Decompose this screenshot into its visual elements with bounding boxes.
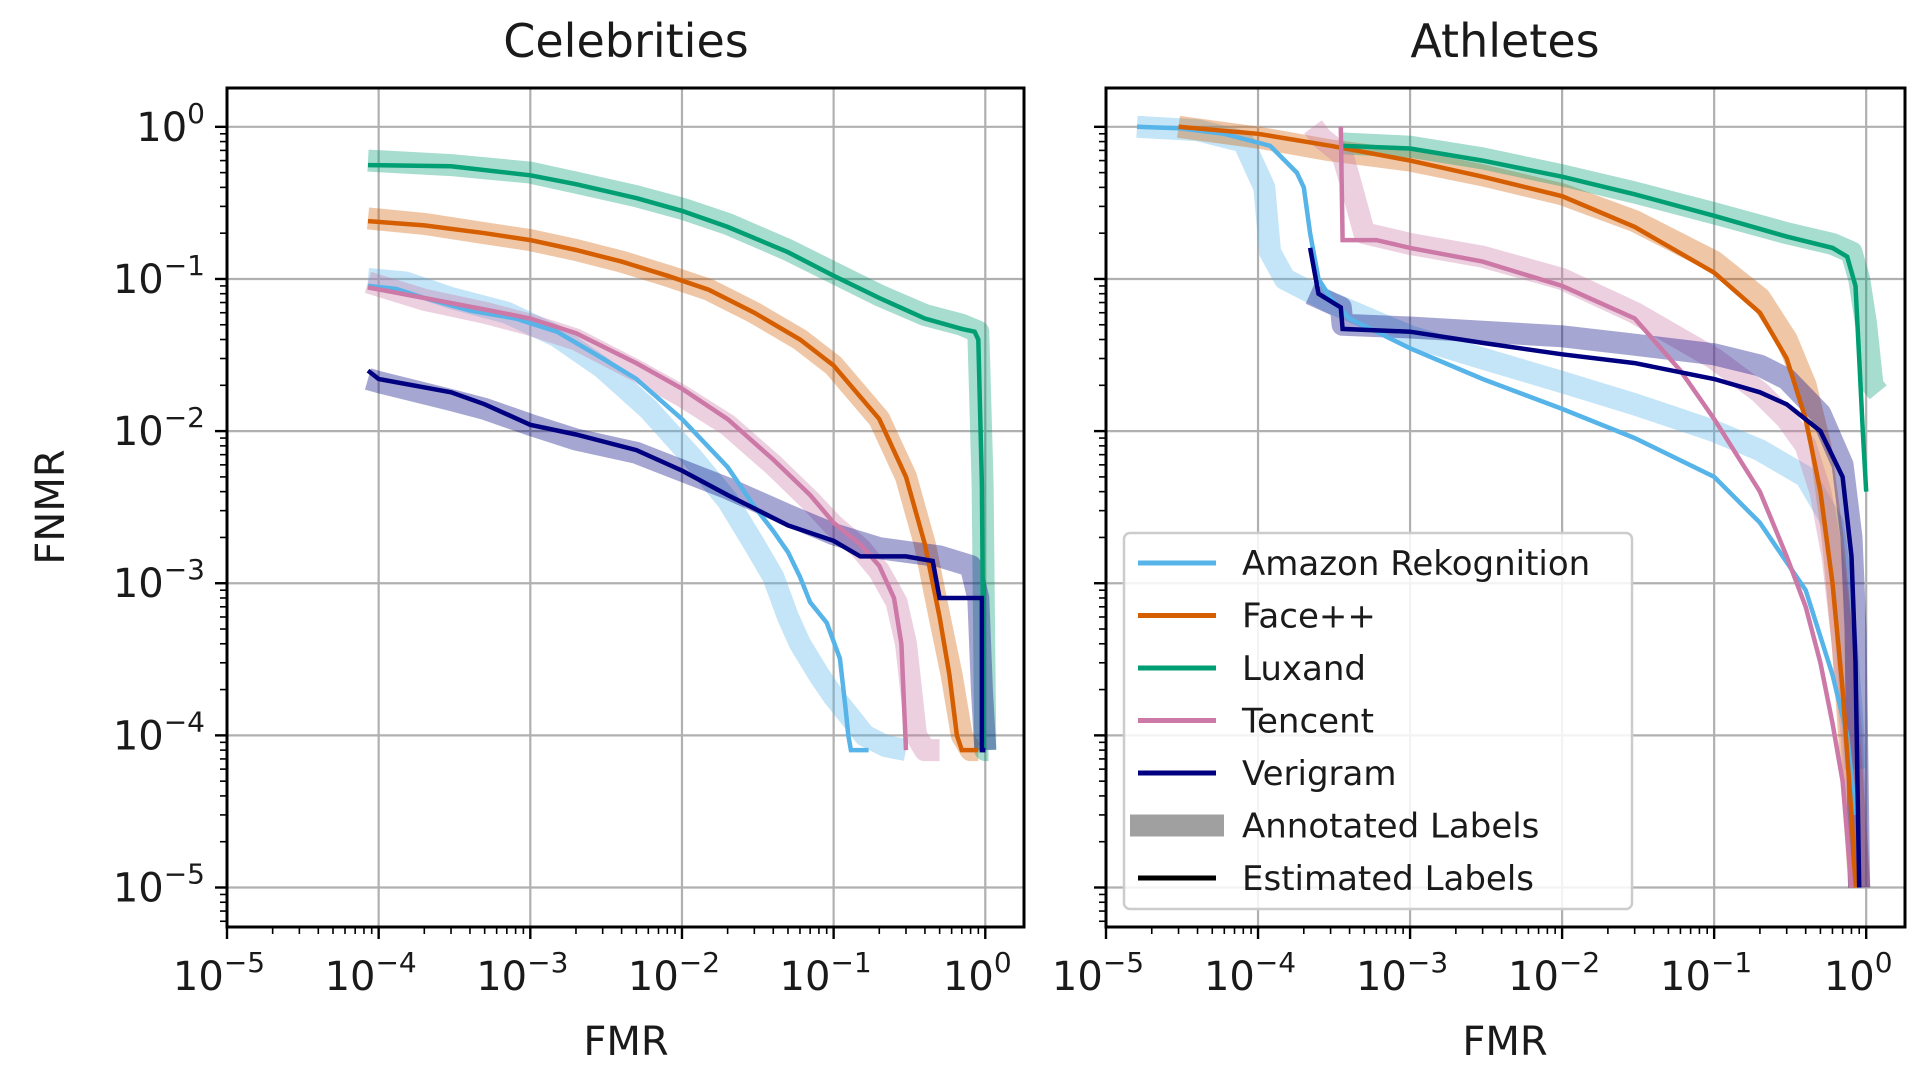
x-axis-label: FMR xyxy=(583,1019,668,1065)
axes-frame xyxy=(1104,86,1907,929)
legend-entry-annotated: Annotated Labels xyxy=(1130,807,1539,847)
estimated-lines xyxy=(366,162,987,753)
estimated-lines xyxy=(1136,124,1869,888)
x-tick-label: 10−3 xyxy=(1356,946,1448,1000)
x-tick-label: 10−5 xyxy=(1052,946,1144,1000)
axis-ticks xyxy=(215,125,987,939)
legend-frame xyxy=(1122,531,1634,911)
line-luxand xyxy=(1340,143,1869,492)
legend-label: Luxand xyxy=(1242,649,1366,689)
y-tick-labels: 10−5 10−4 10−3 10−2 10−1 100 xyxy=(113,97,205,912)
legend-label: Annotated Labels xyxy=(1242,807,1539,847)
x-tick-label: 100 xyxy=(1824,946,1893,1000)
line-verigram xyxy=(1307,247,1862,888)
legend-entry-amazon: Amazon Rekognition xyxy=(1138,544,1590,584)
x-tick-label: 10−2 xyxy=(628,946,720,1000)
x-tick-label: 10−1 xyxy=(780,946,872,1000)
x-tick-label: 10−1 xyxy=(1660,946,1752,1000)
line-luxand xyxy=(367,162,987,753)
grid xyxy=(227,88,1024,927)
x-tick-label: 10−2 xyxy=(1508,946,1600,1000)
x-tick-label: 100 xyxy=(943,946,1012,1000)
legend-entry-face: Face++ xyxy=(1138,597,1376,637)
axes-frame xyxy=(225,86,1026,929)
legend-label: Estimated Labels xyxy=(1242,859,1534,899)
x-tick-labels: 10−5 10−4 10−3 10−2 10−1 100 xyxy=(173,946,1012,1000)
line-face xyxy=(1178,124,1858,888)
x-tick-label: 10−4 xyxy=(1204,946,1296,1000)
axis-ticks xyxy=(1094,125,1868,939)
band-amazon xyxy=(1136,115,1867,770)
legend: Amazon Rekognition Face++ Luxand Tencent Ver… xyxy=(1122,531,1634,911)
panel-title: Athletes xyxy=(1410,14,1599,68)
line-tencent xyxy=(1338,126,1854,888)
panel-athletes: Athletes 10−5 10−4 10−3 10−2 10−1 100 FMR xyxy=(1052,14,1907,1065)
line-verigram xyxy=(366,368,986,753)
y-tick-label: 10−5 xyxy=(113,858,205,912)
legend-label: Amazon Rekognition xyxy=(1242,544,1590,584)
legend-entry-luxand: Luxand xyxy=(1138,649,1366,689)
y-tick-label: 10−3 xyxy=(113,553,205,607)
x-tick-label: 10−5 xyxy=(173,946,265,1000)
band-verigram xyxy=(364,368,997,751)
band-tencent xyxy=(1304,120,1871,889)
x-tick-labels: 10−5 10−4 10−3 10−2 10−1 100 xyxy=(1052,946,1893,1000)
panel-celebrities: Celebrities 10−5 10−4 10−3 10−2 10−1 100 10−5… xyxy=(28,14,1026,1065)
y-tick-label: 10−2 xyxy=(113,401,205,455)
x-tick-label: 10−4 xyxy=(325,946,417,1000)
y-axis-label: FNMR xyxy=(28,449,74,564)
legend-entry-estimated: Estimated Labels xyxy=(1138,859,1534,899)
y-tick-label: 100 xyxy=(136,97,205,151)
panel-title: Celebrities xyxy=(503,14,748,68)
legend-label: Tencent xyxy=(1241,702,1374,742)
legend-label: Face++ xyxy=(1242,597,1376,637)
legend-label: Verigram xyxy=(1242,754,1396,794)
line-amazon xyxy=(1136,124,1858,816)
legend-entry-verigram: Verigram xyxy=(1138,754,1396,794)
x-tick-label: 10−3 xyxy=(476,946,568,1000)
y-tick-label: 10−1 xyxy=(113,249,205,303)
x-axis-label: FMR xyxy=(1462,1019,1547,1065)
line-face xyxy=(367,218,979,753)
line-tencent xyxy=(367,285,909,751)
y-tick-label: 10−4 xyxy=(113,705,205,759)
legend-entry-tencent: Tencent xyxy=(1138,702,1374,742)
band-face xyxy=(1177,115,1871,889)
